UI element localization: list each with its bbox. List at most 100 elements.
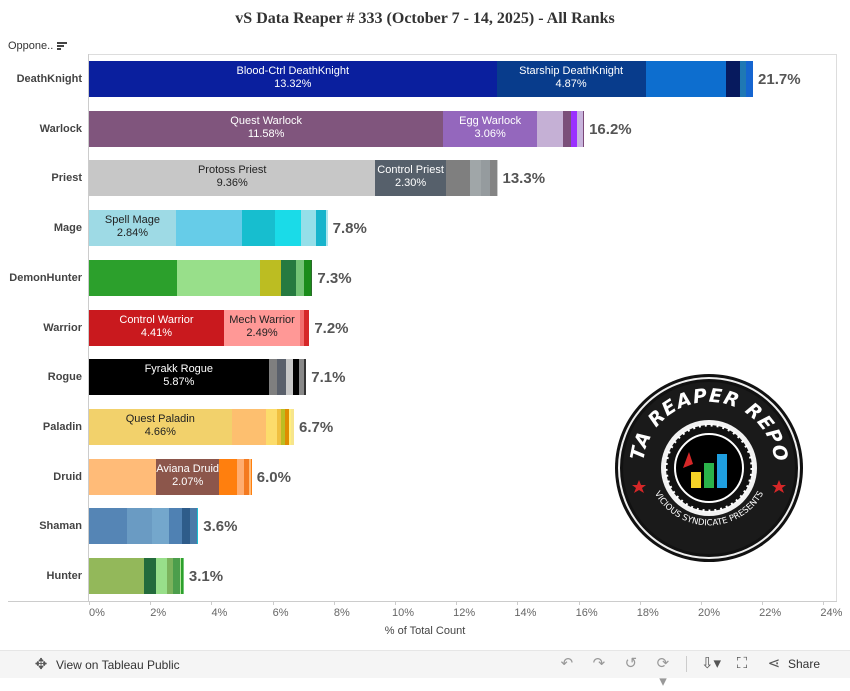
bar-segment[interactable] bbox=[277, 408, 282, 445]
column-header[interactable]: Oppone.. bbox=[8, 40, 68, 52]
bar-segment[interactable] bbox=[469, 160, 481, 197]
bar-segment[interactable] bbox=[577, 110, 583, 147]
bar-segment[interactable] bbox=[326, 210, 328, 247]
share-label: Share bbox=[787, 657, 820, 671]
bar-segment[interactable] bbox=[126, 508, 153, 545]
row-label[interactable]: DeathKnight bbox=[16, 73, 82, 85]
bar-segment[interactable] bbox=[562, 110, 571, 147]
bar-segment[interactable] bbox=[304, 309, 310, 346]
bar-segment[interactable]: Blood-Ctrl DeathKnight 13.32% bbox=[89, 61, 497, 97]
bar-segment[interactable] bbox=[173, 558, 180, 594]
segment-label: Quest Paladin 4.66% bbox=[125, 412, 195, 438]
bar-segment[interactable] bbox=[301, 210, 317, 247]
bar-segment[interactable] bbox=[281, 408, 286, 445]
bar-segment[interactable]: Control Warrior 4.41% bbox=[89, 309, 224, 346]
bar-segment[interactable] bbox=[445, 160, 470, 197]
bar-segment[interactable] bbox=[303, 359, 307, 396]
bar-segment[interactable] bbox=[290, 408, 294, 445]
bar-segment[interactable] bbox=[177, 259, 260, 296]
bar-segment[interactable]: Quest Paladin 4.66% bbox=[89, 408, 232, 445]
bar-segment[interactable] bbox=[268, 359, 278, 396]
bar-segment[interactable]: Starship DeathKnight 4.87% bbox=[496, 61, 646, 97]
x-axis-title: % of Total Count bbox=[384, 625, 466, 637]
row-label[interactable]: DemonHunter bbox=[9, 271, 82, 284]
bar-segment[interactable]: Aviana Druid 2.07% bbox=[156, 458, 220, 495]
view-on-tableau-public-link[interactable]: ✥ View on Tableau Public bbox=[32, 656, 180, 674]
bar-segment[interactable] bbox=[582, 110, 585, 147]
bar-segment[interactable] bbox=[197, 508, 199, 545]
bar-segment[interactable] bbox=[316, 210, 327, 247]
bar-segment[interactable] bbox=[300, 309, 305, 346]
tableau-toolbar: ✥ View on Tableau Public ↶ ↷ ↺ ⟳ ▾ ⇩▾ ⛶ … bbox=[0, 650, 850, 690]
bar-segment[interactable] bbox=[296, 259, 305, 296]
download-icon[interactable]: ⇩▾ bbox=[700, 655, 722, 672]
row-label[interactable]: Druid bbox=[53, 470, 82, 483]
bar-segment[interactable] bbox=[181, 508, 190, 545]
bar-segment[interactable] bbox=[166, 558, 174, 594]
bar-segment[interactable] bbox=[570, 110, 578, 147]
bar-segment[interactable] bbox=[480, 160, 491, 197]
refresh-icon[interactable]: ⟳ ▾ bbox=[656, 655, 670, 690]
bar-segment[interactable] bbox=[89, 458, 156, 495]
bar-segment[interactable] bbox=[293, 359, 300, 396]
bar-segment[interactable] bbox=[250, 458, 252, 495]
bar-segment[interactable]: Protoss Priest 9.36% bbox=[89, 160, 376, 197]
bar-segment[interactable] bbox=[285, 408, 290, 445]
bar-segment[interactable]: Fyrakk Rogue 5.87% bbox=[89, 359, 269, 396]
bar-segment[interactable] bbox=[280, 259, 297, 296]
bar-segment[interactable] bbox=[219, 458, 238, 495]
bar-segment[interactable] bbox=[89, 508, 127, 545]
bar-segment[interactable] bbox=[182, 558, 184, 594]
bar-segment[interactable] bbox=[266, 408, 278, 445]
bar-segment[interactable] bbox=[277, 359, 287, 396]
bar-segment[interactable] bbox=[241, 210, 276, 247]
row-label[interactable]: Shaman bbox=[39, 520, 82, 533]
bar-segment[interactable] bbox=[237, 458, 245, 495]
bar-segment[interactable] bbox=[725, 61, 740, 97]
bar-segment[interactable] bbox=[259, 259, 281, 296]
bar-segment[interactable] bbox=[189, 508, 198, 545]
bar-segment[interactable]: Egg Warlock 3.06% bbox=[443, 110, 537, 147]
bar-segment[interactable] bbox=[231, 408, 267, 445]
bar-segment[interactable] bbox=[536, 110, 563, 147]
row-label[interactable]: Mage bbox=[53, 222, 82, 235]
bar-segment[interactable] bbox=[739, 61, 747, 97]
bar-segment[interactable] bbox=[310, 259, 313, 296]
bar-segment[interactable] bbox=[496, 160, 498, 197]
sort-descending-icon[interactable] bbox=[57, 41, 68, 51]
bar-segment[interactable] bbox=[244, 458, 250, 495]
bar-segment[interactable] bbox=[89, 259, 178, 296]
bar-segment[interactable] bbox=[175, 210, 242, 247]
bar-segment[interactable] bbox=[645, 61, 726, 97]
row-label[interactable]: Warrior bbox=[43, 321, 82, 334]
revert-icon[interactable]: ↺ bbox=[624, 655, 638, 672]
bar-segment[interactable]: Mech Warrior 2.49% bbox=[223, 309, 301, 346]
fullscreen-icon[interactable]: ⛶ bbox=[736, 655, 748, 672]
row-label[interactable]: Rogue bbox=[47, 371, 82, 384]
bar-segment[interactable] bbox=[89, 558, 145, 594]
bar-segment[interactable] bbox=[249, 458, 251, 495]
share-button[interactable]: ⋖ Share bbox=[765, 655, 820, 673]
bar-segment[interactable] bbox=[168, 508, 182, 545]
row-label[interactable]: Hunter bbox=[46, 570, 82, 582]
bar-segment[interactable] bbox=[490, 160, 497, 197]
bar-segment[interactable] bbox=[144, 558, 156, 594]
bar-segment[interactable] bbox=[152, 508, 169, 545]
redo-icon[interactable]: ↷ bbox=[592, 655, 606, 672]
bar-segment[interactable] bbox=[156, 558, 167, 594]
bar-segment[interactable] bbox=[289, 408, 291, 445]
undo-icon[interactable]: ↶ bbox=[560, 655, 574, 672]
bar-segment[interactable] bbox=[179, 558, 182, 594]
bar-segment[interactable]: Spell Mage 2.84% bbox=[89, 210, 176, 247]
bar-segment[interactable] bbox=[275, 210, 302, 247]
bar-segment[interactable] bbox=[299, 359, 304, 396]
bar-segment[interactable]: Quest Warlock 11.58% bbox=[89, 110, 444, 147]
bar-segment[interactable] bbox=[286, 359, 294, 396]
bar-segment[interactable] bbox=[746, 61, 753, 97]
row-label[interactable]: Priest bbox=[51, 172, 82, 185]
row-label[interactable]: Paladin bbox=[42, 420, 82, 433]
bar-segment[interactable]: Control Priest 2.30% bbox=[375, 160, 446, 197]
bar-segment[interactable] bbox=[304, 259, 311, 296]
bar-segment[interactable] bbox=[181, 558, 183, 594]
row-label[interactable]: Warlock bbox=[39, 122, 82, 135]
